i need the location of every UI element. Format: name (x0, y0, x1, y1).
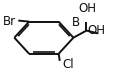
Text: Cl: Cl (62, 58, 73, 71)
Text: Br: Br (3, 15, 16, 28)
Text: B: B (71, 16, 79, 28)
Text: OH: OH (78, 2, 96, 15)
Text: OH: OH (86, 24, 104, 37)
